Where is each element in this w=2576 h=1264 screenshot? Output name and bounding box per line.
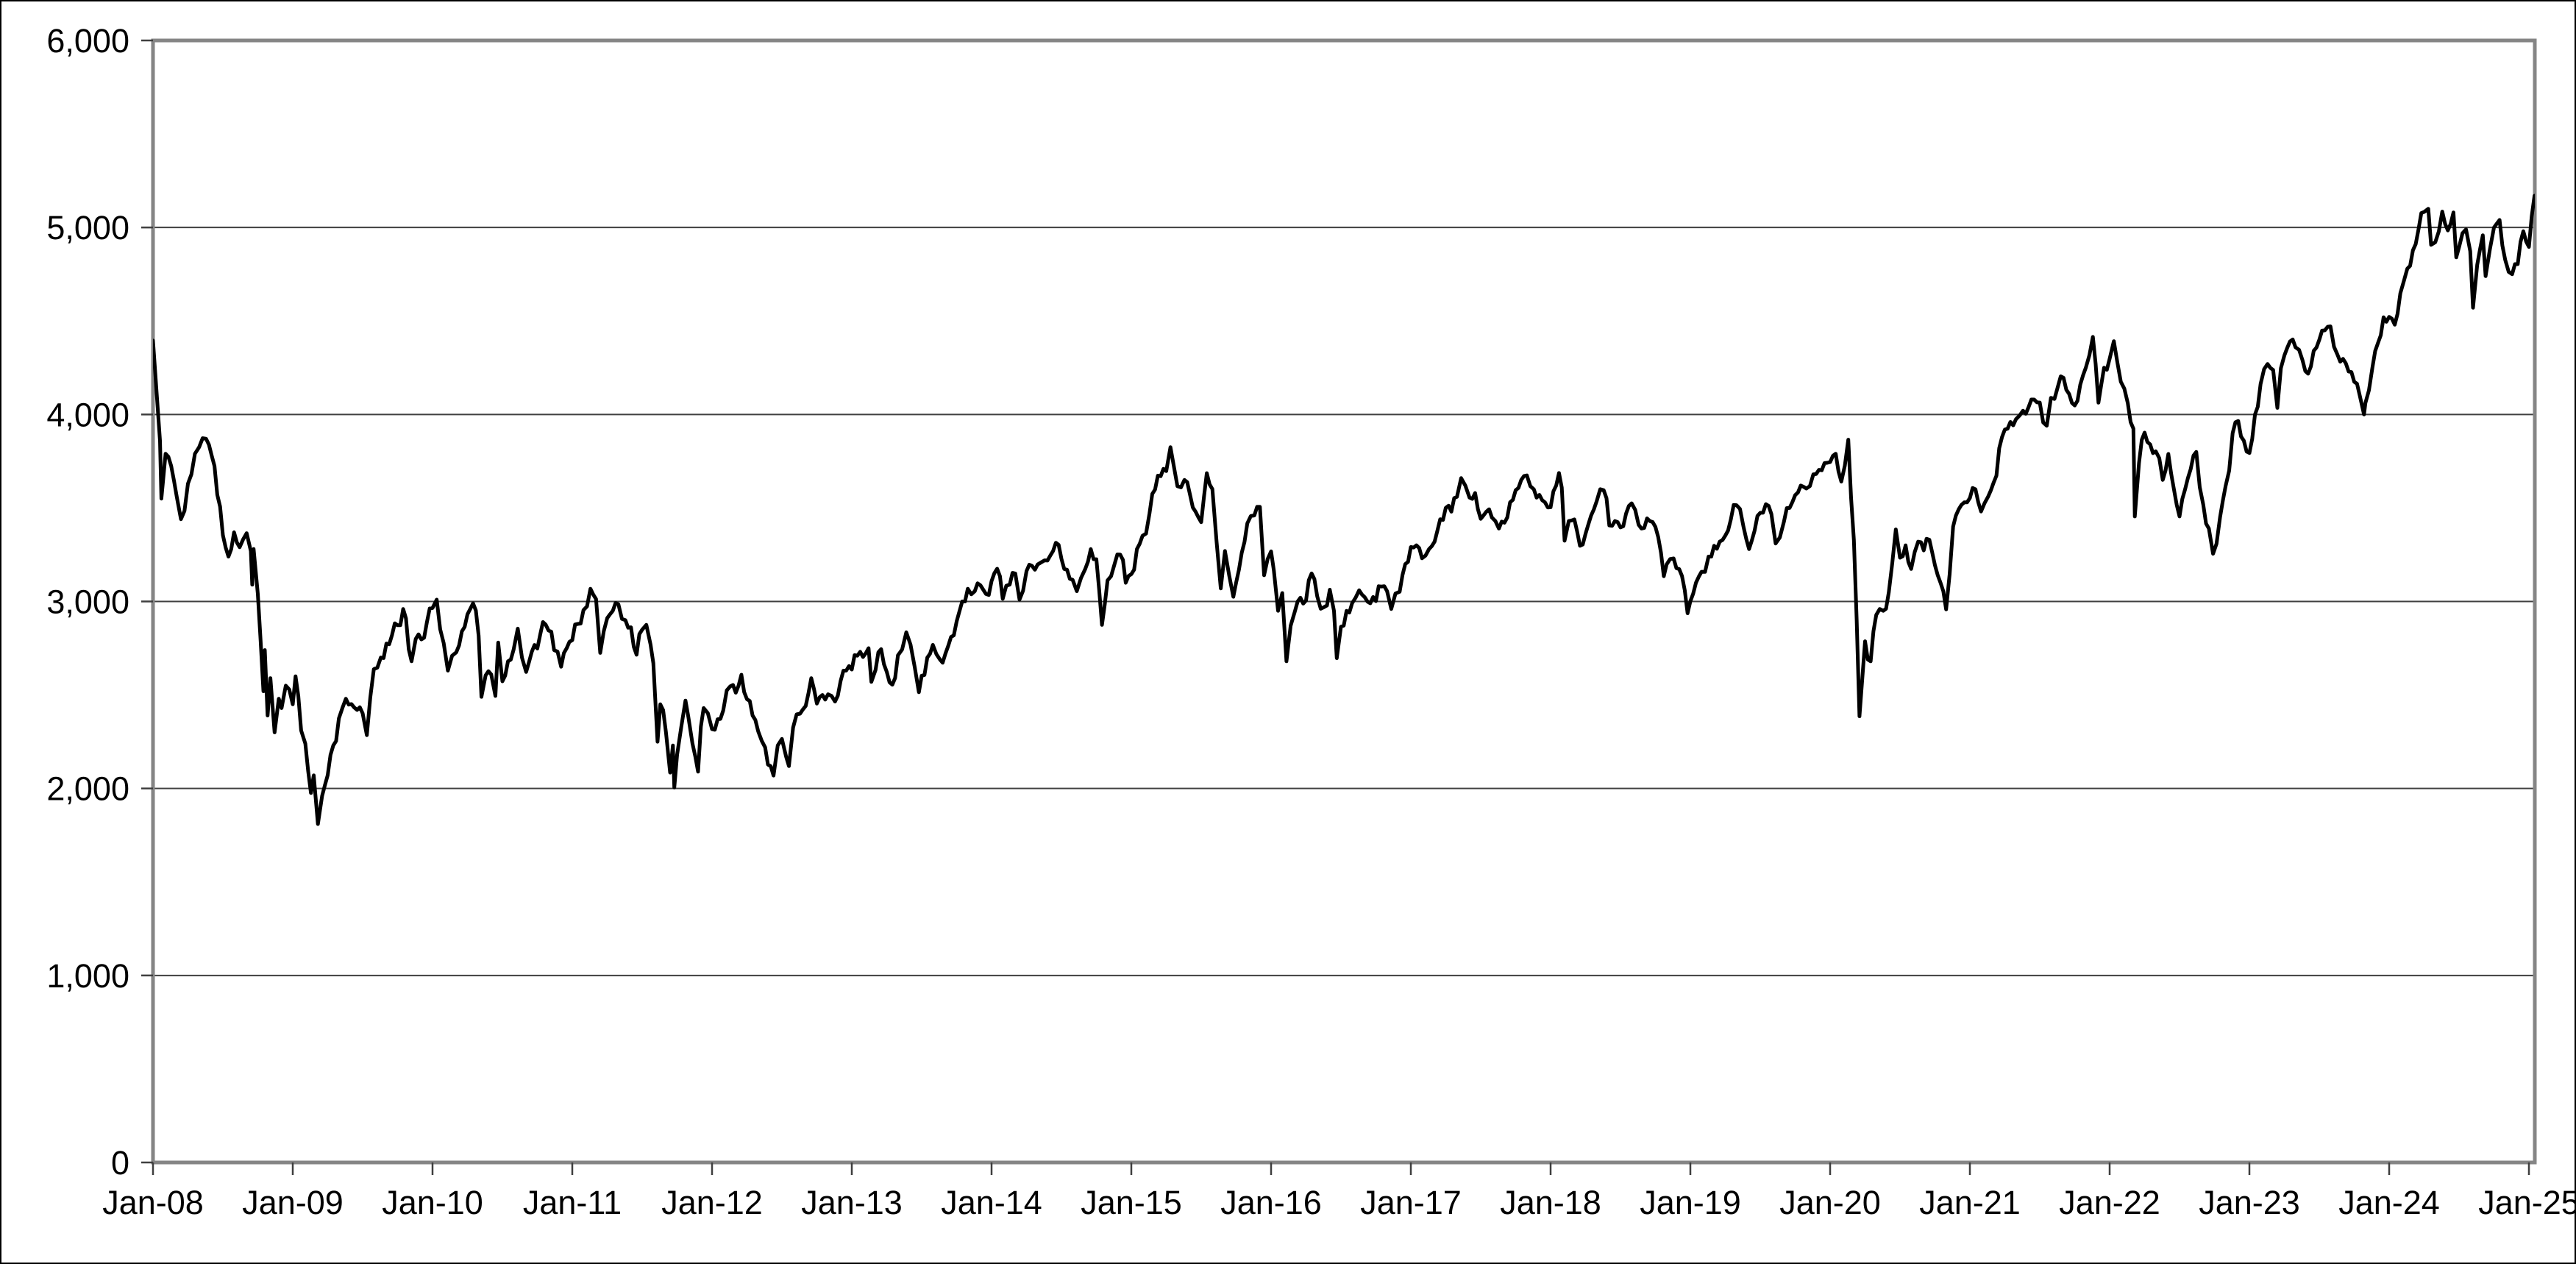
gridlines (153, 227, 2535, 976)
y-axis-label: 5,000 (46, 209, 129, 246)
x-axis-label: Jan-18 (1500, 1184, 1601, 1221)
price-line (153, 193, 2535, 826)
x-axis-label: Jan-12 (661, 1184, 763, 1221)
x-axis-label: Jan-21 (1919, 1184, 2021, 1221)
x-axis-label: Jan-15 (1081, 1184, 1182, 1221)
price-line-series (153, 193, 2535, 826)
y-axis-label: 2,000 (46, 770, 129, 808)
x-axis-label: Jan-22 (2059, 1184, 2160, 1221)
x-axis-label: Jan-08 (102, 1184, 204, 1221)
x-axis-label: Jan-25 (2478, 1184, 2575, 1221)
x-axis-label: Jan-10 (382, 1184, 483, 1221)
x-axis-label: Jan-17 (1360, 1184, 1462, 1221)
y-axis-label: 4,000 (46, 396, 129, 433)
x-axis-label: Jan-16 (1220, 1184, 1322, 1221)
x-axis-label: Jan-11 (523, 1184, 622, 1221)
x-axis-label: Jan-09 (242, 1184, 344, 1221)
axis-ticks (141, 39, 2530, 1175)
y-axis-label: 0 (111, 1144, 129, 1182)
x-axis-label: Jan-19 (1640, 1184, 1741, 1221)
x-axis-label: Jan-24 (2338, 1184, 2440, 1221)
x-axis-label: Jan-14 (941, 1184, 1042, 1221)
x-axis-label: Jan-13 (801, 1184, 903, 1221)
y-axis-label: 1,000 (46, 957, 129, 995)
x-axis-label: Jan-20 (1779, 1184, 1881, 1221)
axis-labels: 0 1,000 2,000 3,000 4,000 5,000 6,000 Jan-08 Jan… (46, 22, 2575, 1221)
y-axis-label: 3,000 (46, 583, 129, 621)
x-axis-label: Jan-23 (2199, 1184, 2300, 1221)
y-axis-label: 6,000 (46, 22, 129, 60)
